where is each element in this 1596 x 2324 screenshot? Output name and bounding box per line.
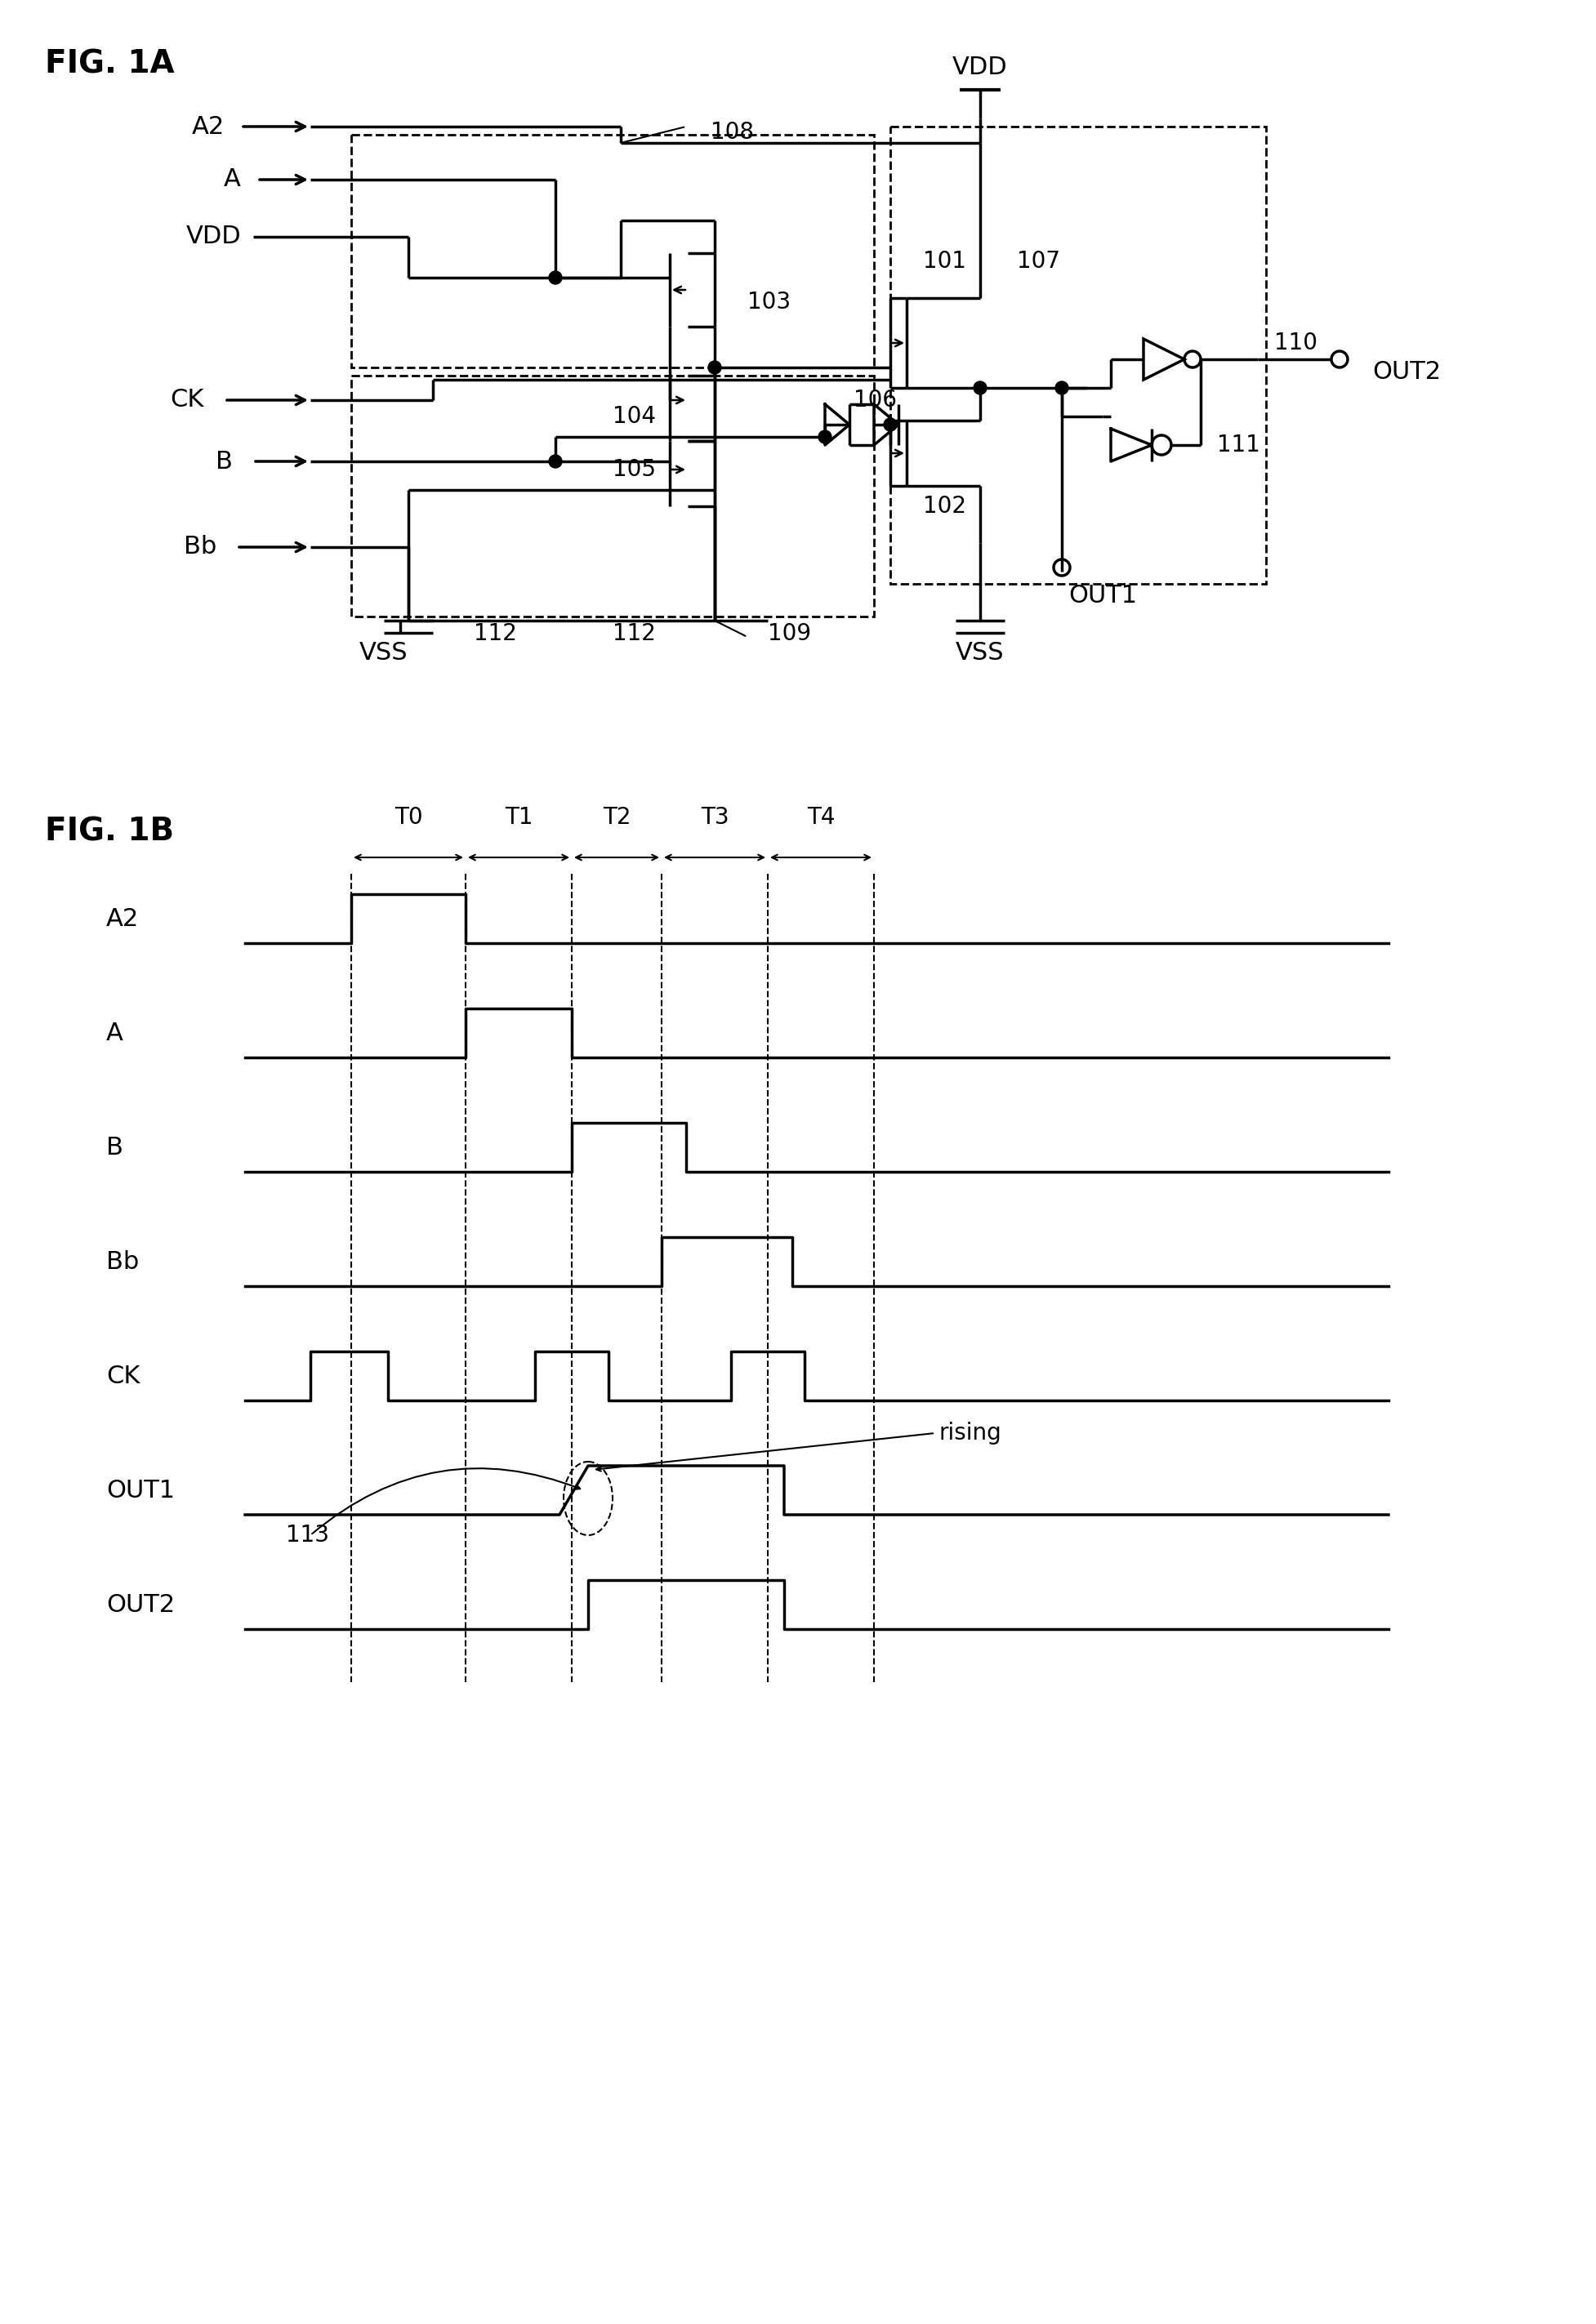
Text: A: A	[107, 1020, 123, 1046]
Text: T3: T3	[701, 806, 729, 830]
Text: 104: 104	[613, 404, 656, 428]
Text: VSS: VSS	[359, 641, 409, 665]
Text: VDD: VDD	[185, 225, 241, 249]
Text: T1: T1	[504, 806, 533, 830]
Bar	[351, 376, 875, 616]
Text: VDD: VDD	[953, 56, 1007, 79]
Text: 108: 108	[710, 121, 753, 144]
Text: OUT1: OUT1	[1068, 583, 1136, 607]
Circle shape	[709, 360, 721, 374]
Text: Bb: Bb	[107, 1250, 139, 1274]
Text: 107: 107	[1017, 251, 1060, 272]
Text: T0: T0	[394, 806, 423, 830]
Text: 103: 103	[747, 290, 790, 314]
Text: 105: 105	[613, 458, 656, 481]
Text: T2: T2	[603, 806, 630, 830]
Circle shape	[884, 418, 897, 432]
Text: 110: 110	[1274, 332, 1317, 353]
Text: CK: CK	[171, 388, 204, 411]
Circle shape	[549, 456, 562, 467]
Text: 101: 101	[922, 251, 966, 272]
Text: OUT1: OUT1	[107, 1478, 176, 1501]
Text: 113: 113	[286, 1525, 329, 1545]
Text: rising: rising	[940, 1422, 1002, 1446]
Circle shape	[549, 272, 562, 284]
Text: B: B	[215, 449, 233, 474]
Text: FIG. 1A: FIG. 1A	[45, 49, 174, 79]
Text: 109: 109	[768, 623, 811, 646]
Text: VSS: VSS	[956, 641, 1004, 665]
Text: 112: 112	[474, 623, 517, 646]
Text: 106: 106	[854, 388, 897, 411]
Text: 102: 102	[922, 495, 966, 518]
Text: A: A	[223, 167, 241, 191]
Text: CK: CK	[107, 1364, 140, 1387]
Text: 111: 111	[1218, 435, 1261, 456]
Text: B: B	[107, 1136, 123, 1160]
Text: 112: 112	[613, 623, 656, 646]
Text: A2: A2	[192, 114, 225, 139]
Circle shape	[1055, 381, 1068, 395]
Text: OUT2: OUT2	[1373, 360, 1441, 383]
Text: FIG. 1B: FIG. 1B	[45, 816, 174, 848]
Circle shape	[974, 381, 986, 395]
Circle shape	[819, 430, 832, 444]
Text: OUT2: OUT2	[107, 1592, 176, 1618]
Text: Bb: Bb	[184, 535, 217, 560]
Text: T4: T4	[808, 806, 835, 830]
Bar	[351, 135, 875, 367]
Text: A2: A2	[107, 906, 139, 930]
Bar	[891, 125, 1266, 583]
